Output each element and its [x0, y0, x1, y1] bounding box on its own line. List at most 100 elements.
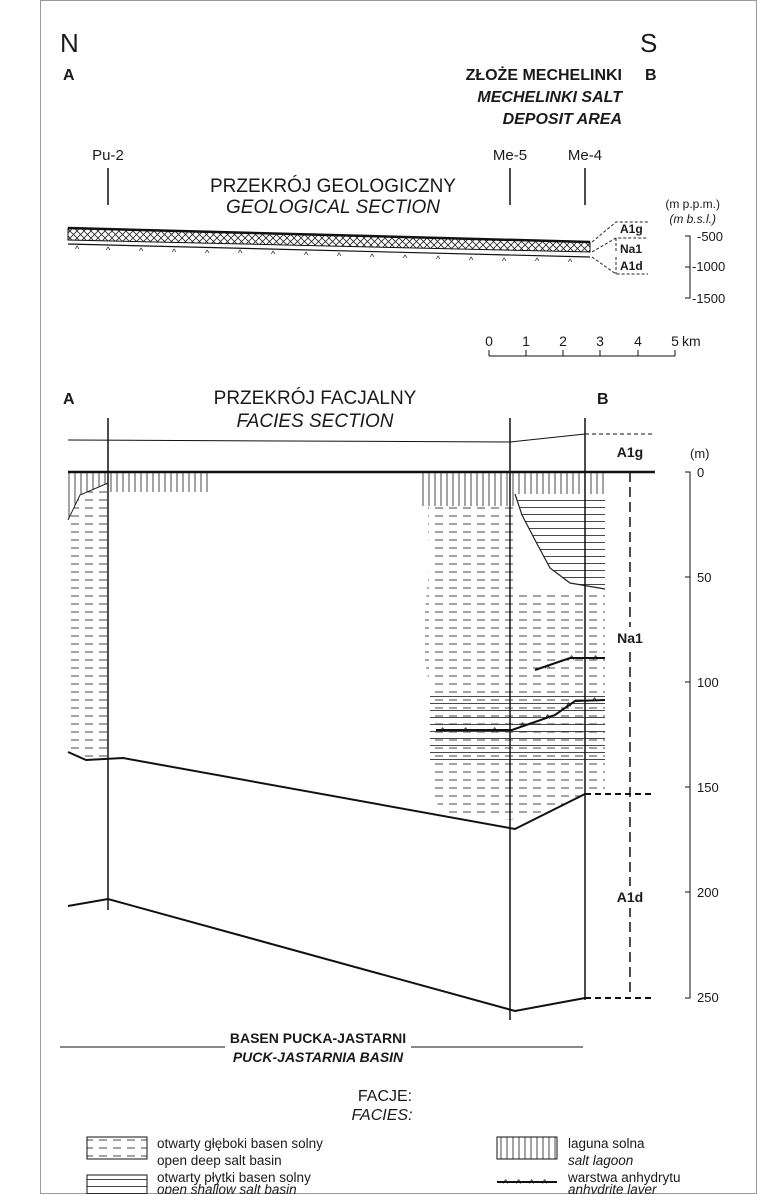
svg-text:^: ^	[337, 251, 342, 261]
deposit-name-en-2: DEPOSIT AREA	[503, 111, 622, 128]
legend-label-pl: warstwa anhydrytu	[567, 1170, 681, 1185]
facies-boundary-jagged	[514, 493, 606, 590]
facies-depth-tick: 200	[697, 885, 719, 900]
legend-swatch-shallow	[86, 1174, 148, 1194]
svg-text:^: ^	[503, 1178, 509, 1190]
legend-label-en: anhydrite layer	[568, 1182, 657, 1194]
depth-unit-pl: (m p.p.m.)	[665, 197, 720, 211]
top-layer-a1g: A1g	[620, 222, 643, 236]
facies-depth-tick: 150	[697, 780, 719, 795]
na1-base-surface	[67, 751, 586, 831]
scale-unit: km	[682, 333, 701, 349]
svg-text:^: ^	[370, 252, 375, 262]
svg-text:^: ^	[75, 244, 80, 254]
facies-layer-a1d: A1d	[617, 889, 643, 905]
svg-text:^: ^	[172, 247, 177, 257]
facies-point-a: A	[63, 391, 75, 408]
layer-leaders-top	[591, 221, 648, 275]
legend-label-en: salt lagoon	[568, 1153, 633, 1168]
svg-text:^: ^	[545, 663, 551, 675]
geological-section-title-en: GEOLOGICAL SECTION	[226, 197, 440, 218]
svg-text:^: ^	[592, 696, 598, 708]
salt-lagoon-facies-right-2	[515, 472, 605, 494]
top-depth-tick: -1500	[692, 291, 725, 306]
facies-layer-a1g: A1g	[617, 444, 643, 460]
deep-salt-basin-facies-right	[425, 506, 515, 820]
anhydrite-marks-facies: ^ ^ ^ ^ ^ ^ ^ ^ ^ ^	[440, 654, 599, 738]
facies-boundary-left	[67, 482, 109, 521]
facies-depth-tick: 250	[697, 990, 719, 1005]
legend-label-pl: otwarty głęboki basen solny	[157, 1136, 323, 1151]
svg-text:^: ^	[403, 253, 408, 263]
svg-text:^: ^	[568, 257, 573, 267]
scale-tick: 1	[522, 333, 530, 349]
shallow-salt-basin-facies-upper	[515, 494, 605, 589]
north-label: N	[60, 28, 79, 58]
svg-text:^: ^	[440, 726, 446, 738]
legend-swatch-deep	[86, 1136, 148, 1160]
facies-layer-na1: Na1	[617, 630, 643, 646]
svg-text:^: ^	[205, 248, 210, 258]
legend-title-en: FACIES:	[351, 1107, 412, 1124]
svg-text:^: ^	[436, 254, 441, 264]
top-layer-na1: Na1	[620, 242, 642, 256]
geological-section-band	[67, 226, 591, 258]
legend-item-salt-lagoon: laguna solna salt lagoon	[496, 1136, 645, 1168]
top-depth-tick: -500	[697, 229, 723, 244]
scale-bar	[488, 350, 676, 357]
svg-text:^: ^	[502, 256, 507, 266]
facies-section-title-en: FACIES SECTION	[237, 411, 394, 432]
a1g-top-surface	[67, 433, 586, 443]
svg-text:^: ^	[271, 249, 276, 259]
depth-unit-en: (m b.s.l.)	[669, 212, 716, 226]
legend-swatch-lagoon	[496, 1136, 558, 1160]
legend-item-anhydrite: ^ ^ ^ ^ warstwa anhydrytu anhydrite layer	[497, 1170, 681, 1194]
svg-text:^: ^	[238, 248, 243, 258]
legend-label-en: open deep salt basin	[157, 1153, 282, 1168]
legend-item-deep-basin: otwarty głęboki basen solny open deep sa…	[86, 1136, 323, 1168]
deposit-name-pl: ZŁOŻE MECHELINKI	[466, 66, 622, 84]
top-layer-a1d: A1d	[620, 259, 643, 273]
svg-text:^: ^	[520, 721, 526, 733]
svg-text:^: ^	[304, 250, 309, 260]
svg-text:^: ^	[545, 713, 551, 725]
svg-text:^: ^	[516, 1178, 522, 1190]
facies-depth-axis	[685, 471, 691, 999]
svg-text:^: ^	[569, 654, 575, 666]
south-label: S	[640, 28, 657, 58]
top-point-b: B	[645, 67, 657, 84]
legend-label-pl: laguna solna	[568, 1136, 645, 1151]
geological-section-title-pl: PRZEKRÓJ GEOLOGICZNY	[210, 175, 456, 197]
legend-label-en: open shallow salt basin	[157, 1182, 297, 1194]
a1d-base-surface	[67, 897, 586, 1013]
salt-lagoon-facies-left	[108, 472, 208, 492]
facies-depth-tick: 100	[697, 675, 719, 690]
svg-text:^: ^	[566, 701, 572, 713]
deep-salt-basin-facies-left	[68, 483, 108, 762]
facies-depth-tick: 50	[697, 570, 711, 585]
basin-name-pl: BASEN PUCKA-JASTARNI	[230, 1030, 406, 1046]
salt-lagoon-facies-left-edge	[68, 472, 108, 520]
facies-depth-tick: 0	[697, 465, 704, 480]
anhydrite-marks-top: ^ ^ ^ ^ ^ ^ ^ ^ ^ ^ ^ ^ ^ ^ ^ ^	[75, 244, 573, 267]
facies-point-b: B	[597, 391, 609, 408]
scale-tick: 5	[671, 333, 679, 349]
svg-text:^: ^	[535, 256, 540, 266]
svg-text:^: ^	[542, 1178, 548, 1190]
legend-label-pl: otwarty płytki basen solny	[157, 1170, 311, 1185]
facies-depth-unit: (m)	[690, 446, 710, 461]
top-depth-tick: -1000	[692, 259, 725, 274]
legend-title-pl: FACJE:	[358, 1088, 412, 1105]
svg-text:^: ^	[463, 726, 469, 738]
basin-name-en: PUCK-JASTARNIA BASIN	[233, 1049, 404, 1065]
legend-item-shallow-basin: otwarty płytki basen solny open shallow …	[86, 1170, 311, 1194]
scale-tick: 2	[559, 333, 567, 349]
well-label-me5: Me-5	[493, 147, 527, 164]
deposit-name-en-1: MECHELINKI SALT	[477, 89, 623, 106]
svg-text:^: ^	[139, 246, 144, 256]
scale-tick: 3	[596, 333, 604, 349]
well-label-me4: Me-4	[568, 147, 602, 164]
salt-lagoon-facies-right	[422, 472, 515, 506]
svg-text:^: ^	[529, 1178, 535, 1190]
